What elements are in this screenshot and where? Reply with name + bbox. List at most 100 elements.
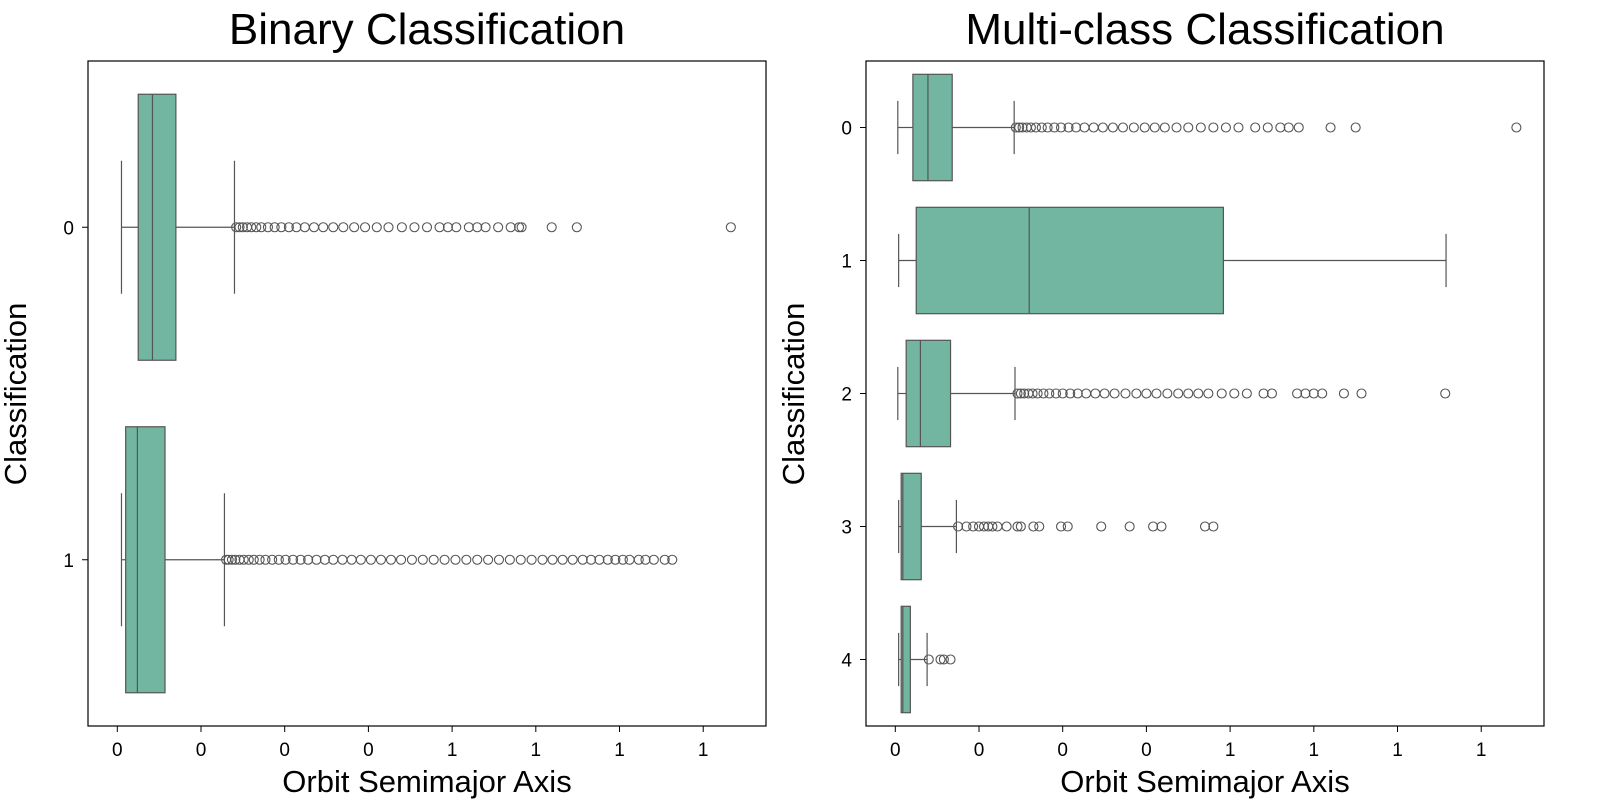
outlier-point (1057, 388, 1068, 399)
outlier-point (280, 554, 291, 565)
outlier-point (328, 222, 339, 233)
outlier-point (1283, 122, 1294, 133)
outlier-point (472, 554, 483, 565)
outlier-point (1128, 122, 1139, 133)
outlier-point (1014, 122, 1025, 133)
outlier-point (594, 554, 605, 565)
x-axis-label: Orbit Semimajor Axis (1060, 764, 1349, 799)
outlier-point (346, 554, 357, 565)
outlier-point (1079, 122, 1090, 133)
outlier-point (246, 222, 257, 233)
x-tick-label: 0 (890, 740, 901, 761)
outlier-point (1012, 388, 1023, 399)
x-tick-label: 1 (1476, 740, 1487, 761)
outlier-point (1044, 388, 1055, 399)
y-tick-label: 4 (841, 651, 852, 672)
outlier-point (267, 554, 278, 565)
outlier-point (238, 554, 249, 565)
outlier-point (493, 222, 504, 233)
x-tick-label: 0 (974, 740, 985, 761)
plot-area: 0 0 0 0 1 1 1 1 0 1 (63, 93, 736, 761)
box-iqr (915, 206, 1225, 315)
outlier-point (260, 554, 271, 565)
outlier-point (1032, 388, 1043, 399)
y-tick-label: 3 (841, 518, 852, 539)
outlier-point (1071, 122, 1082, 133)
x-tick-label: 1 (531, 740, 542, 761)
outlier-point (1208, 122, 1219, 133)
y-axis-label: Classification (776, 303, 811, 486)
outlier-point (617, 554, 628, 565)
box-iqr (900, 605, 911, 714)
outlier-point (961, 521, 972, 532)
outlier-point (1025, 122, 1036, 133)
outlier-point (1233, 122, 1244, 133)
outlier-point (1159, 122, 1170, 133)
outlier-point (1001, 521, 1012, 532)
outlier-point (1173, 388, 1184, 399)
outlier-point (1203, 388, 1214, 399)
outlier-point (360, 222, 371, 233)
outlier-point (547, 554, 558, 565)
outlier-point (248, 554, 259, 565)
outlier-point (288, 554, 299, 565)
outlier-point (1088, 122, 1099, 133)
outlier-point (269, 222, 280, 233)
outlier-point (1208, 521, 1219, 532)
outlier-point (421, 222, 433, 233)
y-tick-label: 0 (841, 119, 852, 140)
y-tick-label: 0 (63, 218, 74, 239)
outlier-point (1338, 388, 1349, 399)
outlier-point (1090, 388, 1101, 399)
outlier-point (1072, 388, 1083, 399)
outlier-point (434, 222, 445, 233)
x-tick-label: 1 (1309, 740, 1320, 761)
outlier-point (1171, 122, 1182, 133)
outlier-point (1356, 388, 1367, 399)
outlier-point (624, 554, 635, 565)
outlier-point (1120, 388, 1131, 399)
outlier-point (256, 222, 267, 233)
outlier-point (1195, 122, 1206, 133)
outlier-point (1275, 122, 1286, 133)
outlier-point (537, 554, 548, 565)
outlier-point (1266, 388, 1278, 399)
y-axis-label: Classification (0, 303, 33, 486)
outlier-point (1050, 388, 1062, 399)
outlier-point (406, 554, 417, 565)
outlier-point (1151, 388, 1162, 399)
multi-class-classification-chart: Multi-class Classification Orbit Semimaj… (776, 5, 1545, 799)
outlier-point (1036, 122, 1047, 133)
outlier-point (283, 222, 294, 233)
outlier-point (1099, 388, 1110, 399)
x-tick-label: 0 (112, 740, 123, 761)
outlier-point (365, 554, 376, 565)
outlier-point (299, 222, 310, 233)
chart-title: Multi-class Classification (965, 5, 1444, 54)
outlier-point (945, 654, 956, 665)
plot-area: 0 0 0 0 1 1 1 1 0 1 2 3 4 (841, 73, 1522, 761)
outlier-point (633, 554, 644, 565)
x-tick-label: 0 (196, 740, 207, 761)
outlier-point (987, 521, 998, 532)
outlier-point (571, 222, 582, 233)
outlier-point (610, 554, 621, 565)
plot-frame (87, 60, 767, 727)
outlier-point (234, 222, 245, 233)
outlier-point (428, 554, 439, 565)
outlier-point (355, 554, 366, 565)
outlier-point (1109, 388, 1120, 399)
outlier-point (1117, 122, 1129, 133)
box-iqr (900, 472, 922, 581)
outlier-point (1107, 122, 1118, 133)
outlier-point (483, 554, 494, 565)
binary-classification-chart: Binary Classification Orbit Semimajor Ax… (0, 5, 767, 799)
x-tick-label: 0 (363, 740, 374, 761)
outlier-point (725, 222, 736, 233)
y-tick-label: 1 (841, 252, 852, 273)
box-iqr (905, 339, 952, 448)
outlier-point (1019, 388, 1030, 399)
box-iqr (137, 93, 177, 361)
outlier-point (1258, 388, 1269, 399)
outlier-point (1241, 388, 1252, 399)
